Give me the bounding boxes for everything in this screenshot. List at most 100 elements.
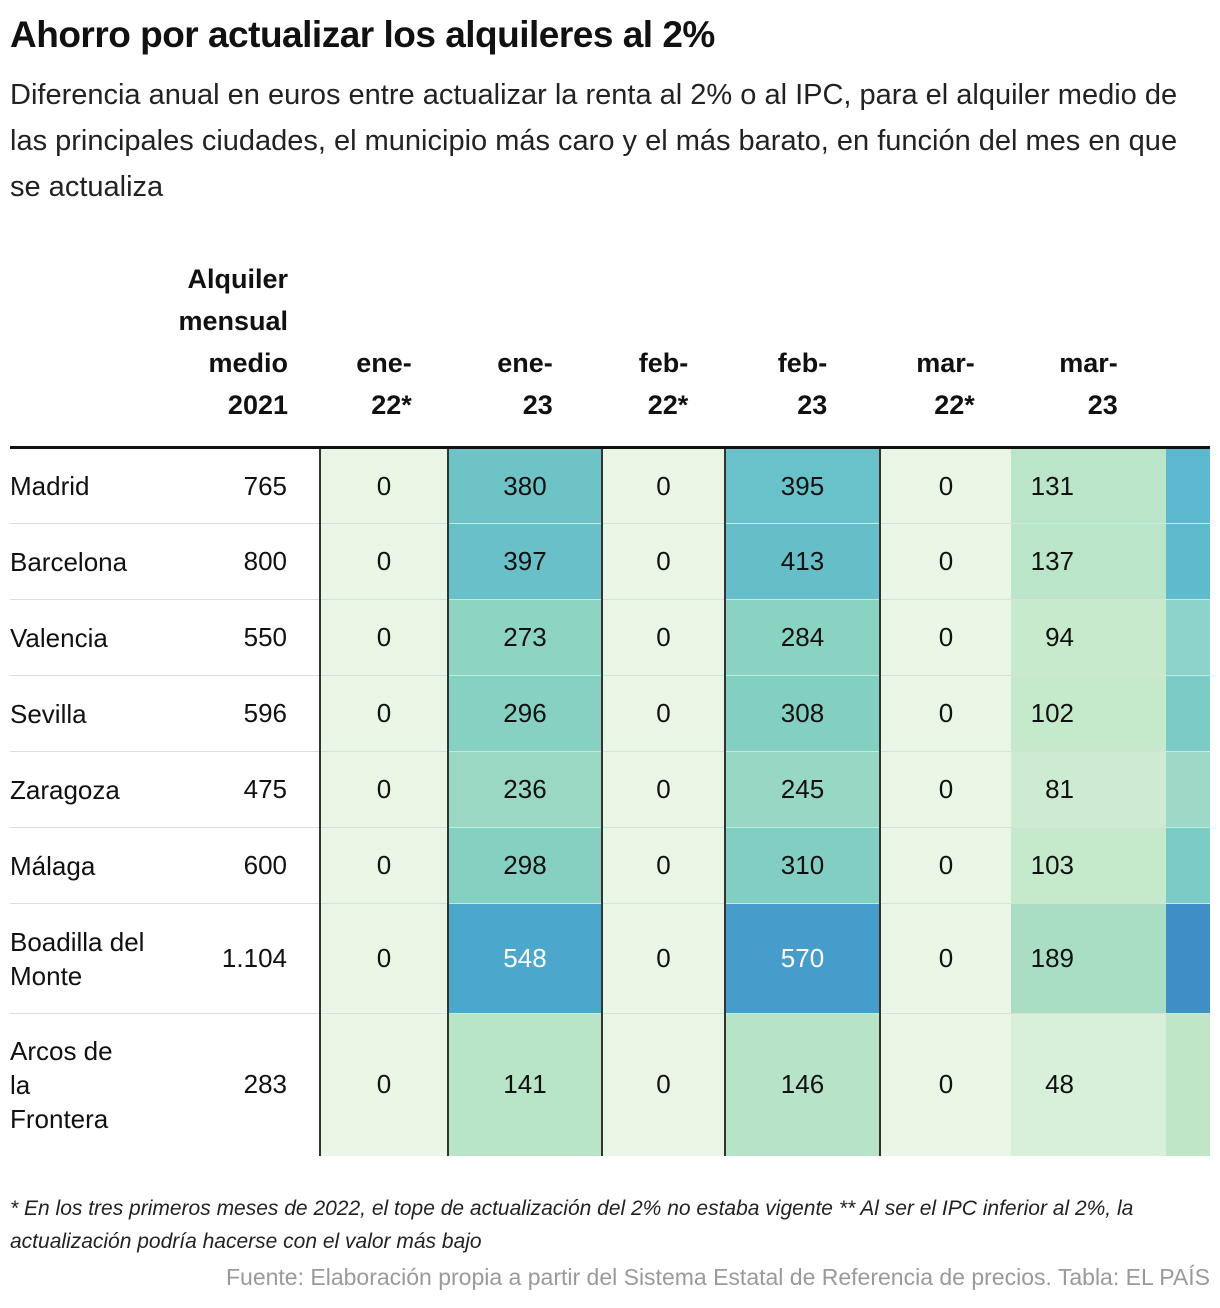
header-rent-line: medio [208, 348, 288, 378]
cell-value: 0 [601, 523, 725, 600]
cell-value: 94 [1011, 599, 1166, 676]
cell-value: 48 [1011, 1013, 1166, 1156]
header-rent: Alquiler mensual medio 2021 [150, 258, 320, 448]
cell-value: 0 [319, 1013, 448, 1156]
header-month-line: 22* [934, 390, 975, 420]
cell-value: 0 [879, 1013, 1011, 1156]
header-month-line: 22* [647, 390, 689, 420]
cell-value: 0 [879, 827, 1011, 904]
cell-value: 0 [319, 903, 448, 1014]
cell-value: 0 [601, 599, 725, 676]
cell-value: 296 [447, 675, 602, 752]
cell-value: 0 [879, 751, 1011, 828]
cell-city: Málaga [10, 850, 96, 881]
cell-value: 137 [1011, 523, 1166, 600]
header-month-line: ene- [497, 348, 553, 378]
cell-city: Zaragoza [10, 774, 120, 805]
header-feb-22: feb- 22* [602, 258, 725, 448]
cell-value: 0 [601, 903, 725, 1014]
table-row: Valencia 550 0 273 0 284 0 94 [10, 599, 1210, 676]
chart-title: Ahorro por actualizar los alquileres al … [10, 14, 715, 55]
chart-subtitle: Diferencia anual en euros entre actualiz… [10, 79, 1178, 203]
cell-rent: 800 [243, 546, 287, 576]
table-row: Boadilla del Monte 1.104 0 548 0 570 0 1… [10, 903, 1210, 1014]
cell-value: 570 [724, 903, 880, 1014]
cell-value: 131 [1011, 447, 1166, 524]
table-row: Barcelona 800 0 397 0 413 0 137 [10, 523, 1210, 600]
cell-city: Barcelona [10, 546, 128, 577]
cell-rent: 475 [243, 774, 287, 804]
cell-value: 308 [724, 675, 880, 752]
cell-value: 284 [724, 599, 880, 676]
header-mar-23: mar- 23 [1011, 258, 1166, 448]
cell-value: 102 [1011, 675, 1166, 752]
cell-value: 146 [724, 1013, 880, 1156]
cell-value: 0 [319, 447, 448, 524]
cell-value: 0 [319, 827, 448, 904]
cell-rent: 1.104 [221, 943, 287, 973]
header-month-line: 23 [1087, 390, 1118, 420]
header-month-line: 23 [522, 390, 553, 420]
cell-city: Madrid [10, 471, 90, 501]
cell-value: 103 [1011, 827, 1166, 904]
cell-value: 0 [879, 599, 1011, 676]
footnote: * En los tres primeros meses de 2022, el… [10, 1197, 1134, 1253]
cell-city: Boadilla del Monte [10, 926, 145, 991]
header-extra [1166, 258, 1210, 448]
cell-rent: 283 [243, 1069, 287, 1100]
cell-value: 310 [724, 827, 880, 904]
table-wrap: Alquiler mensual medio 2021 ene- 22* ene-… [10, 258, 1210, 1156]
header-city [10, 258, 150, 448]
cell-rent: 600 [243, 850, 287, 880]
cell-extra [1166, 447, 1210, 524]
header-mar-22: mar- 22* [880, 258, 1011, 448]
cell-value: 0 [879, 903, 1011, 1014]
cell-value: 380 [447, 447, 602, 524]
heatmap-table: Alquiler mensual medio 2021 ene- 22* ene-… [10, 258, 1210, 1156]
table-row: Málaga 600 0 298 0 310 0 103 [10, 827, 1210, 904]
cell-value: 236 [447, 751, 602, 828]
cell-extra [1166, 523, 1210, 600]
header-month-line: mar- [1059, 348, 1118, 378]
cell-value: 0 [319, 675, 448, 752]
cell-city: Valencia [10, 622, 108, 653]
header-ene-23: ene- 23 [448, 258, 602, 448]
header-row: Alquiler mensual medio 2021 ene- 22* ene-… [10, 258, 1210, 448]
cell-extra [1166, 675, 1210, 752]
cell-value: 0 [601, 675, 725, 752]
cell-value: 273 [447, 599, 602, 676]
cell-value: 0 [879, 447, 1011, 524]
cell-extra [1166, 827, 1210, 904]
cell-value: 298 [447, 827, 602, 904]
header-month-line: ene- [356, 348, 412, 378]
cell-value: 548 [447, 903, 602, 1014]
header-rent-line: 2021 [227, 390, 288, 420]
cell-rent: 765 [243, 470, 287, 501]
header-rent-line: Alquiler [187, 264, 288, 294]
cell-value: 0 [601, 827, 725, 904]
cell-value: 141 [447, 1013, 602, 1156]
cell-value: 0 [879, 675, 1011, 752]
header-month-line: mar- [916, 348, 975, 378]
cell-value: 189 [1011, 903, 1166, 1014]
cell-value: 0 [601, 1013, 725, 1156]
cell-value: 81 [1011, 751, 1166, 828]
table-row: Arcos de la Frontera 283 0 141 0 146 0 4… [10, 1013, 1210, 1156]
cell-rent: 550 [243, 622, 287, 652]
cell-extra [1166, 599, 1210, 676]
header-rent-line: mensual [178, 306, 288, 336]
header-ene-22: ene- 22* [320, 258, 448, 448]
cell-value: 413 [724, 523, 880, 600]
cell-value: 0 [319, 523, 448, 600]
table-row: Madrid 765 0 380 0 395 0 131 [10, 447, 1210, 524]
header-feb-23: feb- 23 [725, 258, 880, 448]
header-month-line: feb- [777, 348, 828, 378]
cell-value: 397 [447, 523, 602, 600]
cell-value: 0 [601, 447, 725, 524]
cell-extra [1166, 1013, 1210, 1156]
cell-city: Arcos de la Frontera [10, 1035, 113, 1134]
cell-value: 245 [724, 751, 880, 828]
header-month-line: feb- [638, 348, 689, 378]
table-row: Sevilla 596 0 296 0 308 0 102 [10, 675, 1210, 752]
cell-value: 0 [879, 523, 1011, 600]
